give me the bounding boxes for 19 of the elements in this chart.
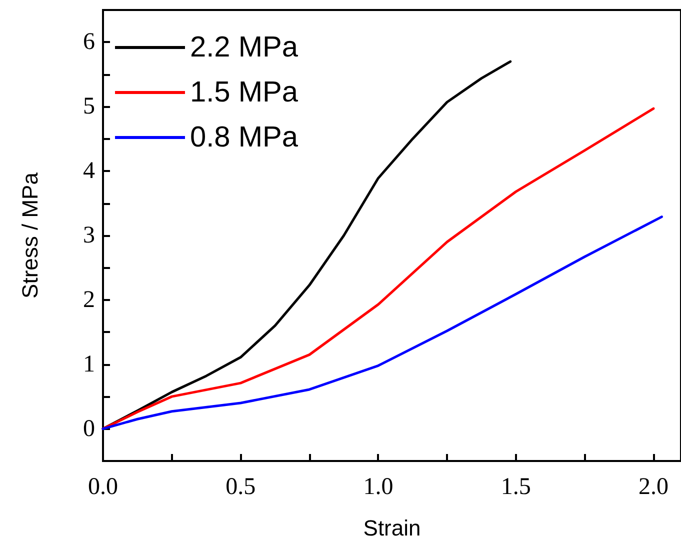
x-tick-label: 1.0 xyxy=(363,474,394,500)
legend-label: 2.2 MPa xyxy=(190,32,299,64)
line-series xyxy=(102,216,663,430)
x-tick-label: 0.5 xyxy=(226,474,256,500)
y-tick-label: 4 xyxy=(83,158,95,184)
y-tick-label: 6 xyxy=(83,29,95,56)
legend-label: 1.5 MPa xyxy=(190,76,299,108)
x-tick-label: 0.0 xyxy=(88,474,118,500)
y-tick-label: 1 xyxy=(83,351,95,378)
legend-label: 0.8 MPa xyxy=(190,122,299,154)
x-axis-title: Strain xyxy=(363,516,421,540)
y-tick-label: 0 xyxy=(83,416,95,442)
x-tick-label: 2.0 xyxy=(638,474,668,500)
line-series xyxy=(102,107,655,430)
y-axis-title: Stress / MPa xyxy=(18,172,42,298)
y-tick-label: 2 xyxy=(83,286,95,313)
y-tick-label: 3 xyxy=(83,222,95,248)
y-tick-label: 5 xyxy=(83,94,95,120)
x-tick-label: 1.5 xyxy=(500,474,531,500)
